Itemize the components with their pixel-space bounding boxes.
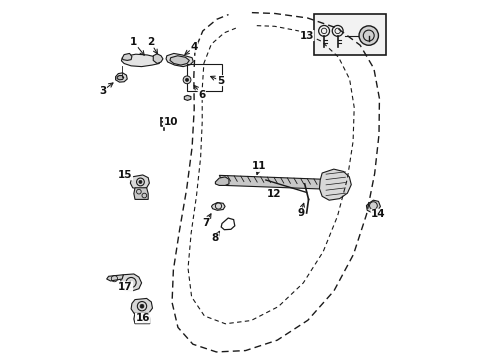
- Circle shape: [140, 304, 143, 308]
- Polygon shape: [117, 76, 123, 80]
- Text: 3: 3: [99, 83, 113, 96]
- Circle shape: [183, 76, 190, 84]
- Polygon shape: [121, 54, 161, 67]
- Text: 5: 5: [210, 76, 224, 86]
- Polygon shape: [122, 53, 132, 60]
- Polygon shape: [131, 298, 152, 314]
- Polygon shape: [184, 95, 190, 100]
- Text: 12: 12: [266, 189, 280, 199]
- Bar: [187, 64, 222, 91]
- Text: 10: 10: [162, 117, 178, 127]
- Text: 11: 11: [251, 161, 266, 175]
- Circle shape: [139, 180, 142, 184]
- Polygon shape: [106, 275, 123, 281]
- Polygon shape: [215, 177, 228, 185]
- Polygon shape: [219, 175, 329, 189]
- Text: 9: 9: [297, 203, 304, 218]
- Text: 13: 13: [299, 31, 313, 41]
- Circle shape: [185, 78, 188, 81]
- Polygon shape: [120, 274, 142, 291]
- Text: 6: 6: [194, 85, 205, 100]
- Text: 2: 2: [146, 37, 157, 54]
- Text: 8: 8: [211, 231, 219, 243]
- Text: 7: 7: [202, 214, 210, 228]
- Polygon shape: [322, 181, 332, 189]
- Circle shape: [358, 26, 378, 45]
- Polygon shape: [134, 313, 149, 324]
- Text: 16: 16: [135, 312, 150, 323]
- Text: 17: 17: [118, 281, 132, 292]
- Polygon shape: [170, 56, 189, 65]
- Bar: [314, 14, 386, 55]
- Polygon shape: [153, 54, 163, 63]
- Text: 15: 15: [118, 170, 132, 180]
- Polygon shape: [166, 53, 193, 67]
- Text: 1: 1: [130, 37, 144, 55]
- Text: 4: 4: [184, 42, 197, 54]
- Polygon shape: [319, 169, 350, 200]
- Polygon shape: [115, 73, 127, 82]
- Polygon shape: [134, 188, 148, 199]
- Polygon shape: [366, 200, 380, 213]
- Polygon shape: [211, 203, 224, 210]
- Text: 14: 14: [370, 209, 385, 219]
- Polygon shape: [130, 175, 149, 189]
